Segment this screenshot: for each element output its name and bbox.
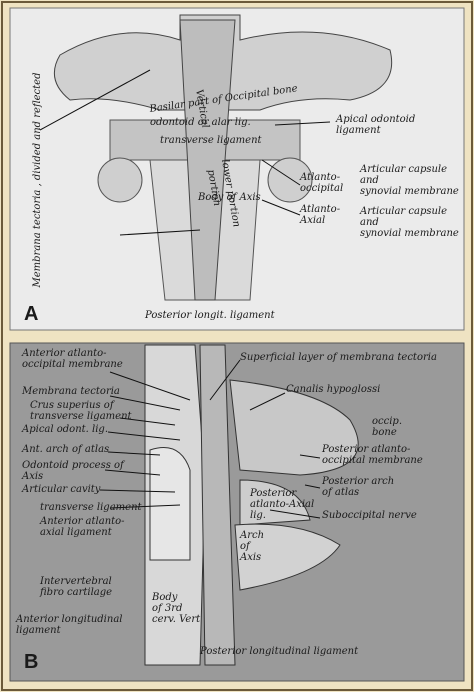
label-line: odontoid or alar lig. xyxy=(150,117,251,128)
label-line: transverse ligament xyxy=(160,135,263,146)
annotation-label: Anterior atlanto-axial ligament xyxy=(39,516,125,538)
label-line: Articular cavity xyxy=(21,484,101,495)
panel-b xyxy=(9,342,465,682)
label-line: Membrana tectoria xyxy=(21,386,120,397)
annotation-label: Body of Axis xyxy=(197,192,261,203)
label-line: Odontoid process of xyxy=(22,460,126,471)
annotation-label: Posterior arch of atlas xyxy=(321,476,394,498)
arch-of-axis xyxy=(234,523,341,591)
annotation-label: Crus superius of transverse ligament xyxy=(30,400,133,422)
label-line: Crus superius of xyxy=(30,400,116,411)
label-line: occipital membrane xyxy=(22,359,123,370)
label-line: Posterior xyxy=(249,488,297,499)
annotation-label: Articular capsule and synovial membrane xyxy=(359,164,459,197)
label-line: Apical odont. lig. xyxy=(21,424,108,435)
annotation-label: Membrana tectoria xyxy=(21,386,120,397)
leader-lines xyxy=(99,359,321,519)
label-line: Superficial layer of membrana tectoria xyxy=(240,352,437,363)
labels: A Membrana tectoria , divided and reflect… xyxy=(15,73,459,673)
label-line: cerv. Vert xyxy=(152,614,201,625)
spinal-ligaments xyxy=(199,344,236,666)
panel-letter: B xyxy=(24,651,38,673)
annotation-label: Odontoid process of Axis xyxy=(21,460,126,482)
panel-a xyxy=(9,7,465,331)
annotation-label: Apical odont. lig. xyxy=(21,424,108,435)
label-line: Body of Axis xyxy=(197,192,261,203)
label-line: axial ligament xyxy=(40,527,113,538)
label-line: Atlanto- xyxy=(299,172,341,183)
panel-letter: A xyxy=(24,303,38,325)
annotation-label: Superficial layer of membrana tectoria xyxy=(240,352,437,363)
annotation-label: Anterior atlanto-occipital membrane xyxy=(21,348,123,370)
annotation-label: Articular capsule and synovial membrane xyxy=(359,206,459,239)
annotation-label: occip. bone xyxy=(372,416,402,438)
label-line: Intervertebral xyxy=(39,576,112,587)
label-line: Axis xyxy=(21,471,43,482)
label-line: bone xyxy=(372,427,397,438)
label-line: Arch xyxy=(239,530,264,541)
label-line: Posterior longitudinal ligament xyxy=(199,646,359,657)
label-line: Atlanto- xyxy=(299,204,341,215)
annotation-label: Articular cavity xyxy=(21,484,101,495)
annotation-label: Apical odontoid ligament xyxy=(335,114,415,136)
annotation-label: Posterior longitudinal ligament xyxy=(199,646,359,657)
label-line: Posterior longit. ligament xyxy=(144,310,276,321)
annotation-label: Atlanto-Axial xyxy=(299,204,341,226)
label-line: of xyxy=(240,541,252,552)
label-line: Articular capsule xyxy=(359,164,447,175)
annotation-label: Posterior longit. ligament xyxy=(144,310,276,321)
annotation-label: transverse ligament xyxy=(160,135,263,146)
label-line: synovial membrane xyxy=(360,186,459,197)
annotation-label: Posterior atlanto-occipital membrane xyxy=(321,444,423,466)
label-line: Ant. arch of atlas xyxy=(21,444,109,455)
label-line: Canalis hypoglossi xyxy=(286,384,380,395)
label-line: synovial membrane xyxy=(360,228,459,239)
leader-lines xyxy=(39,69,331,236)
annotation-label: Arch of Axis xyxy=(239,530,264,563)
annotation-label: Canalis hypoglossi xyxy=(286,384,380,395)
label-line: Anterior atlanto- xyxy=(39,516,125,527)
label-line: transverse ligament xyxy=(40,502,143,513)
label-line: Suboccipital nerve xyxy=(322,510,417,521)
annotation-label: Suboccipital nerve xyxy=(322,510,417,521)
annotation-label: Intervertebral fibro cartilage xyxy=(39,576,112,598)
label-line: Body xyxy=(151,592,178,603)
label-line: Anterior atlanto- xyxy=(21,348,107,359)
odontoid-process xyxy=(149,447,191,561)
label-line: fibro cartilage xyxy=(39,587,112,598)
annotation-label: Anterior longitudinal ligament xyxy=(15,614,122,636)
label-line: Membrana tectoria , divided and reflecte… xyxy=(32,73,43,289)
label-line: ligament xyxy=(16,625,62,636)
label-line: Articular capsule xyxy=(359,206,447,217)
label-line: transverse ligament xyxy=(30,411,133,422)
annotation-label: Ant. arch of atlas xyxy=(21,444,109,455)
label-line: Apical odontoid xyxy=(335,114,415,125)
label-line: Anterior longitudinal xyxy=(15,614,122,625)
label-line: Posterior arch xyxy=(321,476,394,487)
annotation-label: odontoid or alar lig. xyxy=(150,117,251,128)
label-line: and xyxy=(360,217,379,228)
label-line: and xyxy=(360,175,379,186)
label-line: of 3rd xyxy=(152,603,182,614)
annotation-label: Atlanto-occipital xyxy=(299,172,343,194)
label-line: lig. xyxy=(250,510,266,521)
label-line: atlanto-Axial xyxy=(250,499,314,510)
label-line: occip. xyxy=(372,416,402,427)
annotation-label: Posterior atlanto-Axial lig. xyxy=(249,488,314,521)
label-line: of atlas xyxy=(322,487,359,498)
label-line: occipital xyxy=(300,183,343,194)
label-line: ligament xyxy=(336,125,382,136)
label-line: Posterior atlanto- xyxy=(321,444,411,455)
annotation-label: Body of 3rd cerv. Vert xyxy=(151,592,201,625)
label-line: occipital membrane xyxy=(322,455,423,466)
label-line: Axis xyxy=(239,552,261,563)
lateral-mass xyxy=(97,157,143,203)
annotation-label: Membrana tectoria , divided and reflecte… xyxy=(32,73,43,289)
label-line: Axial xyxy=(299,215,325,226)
annotation-label: transverse ligament xyxy=(40,502,143,513)
lateral-mass xyxy=(267,157,313,203)
